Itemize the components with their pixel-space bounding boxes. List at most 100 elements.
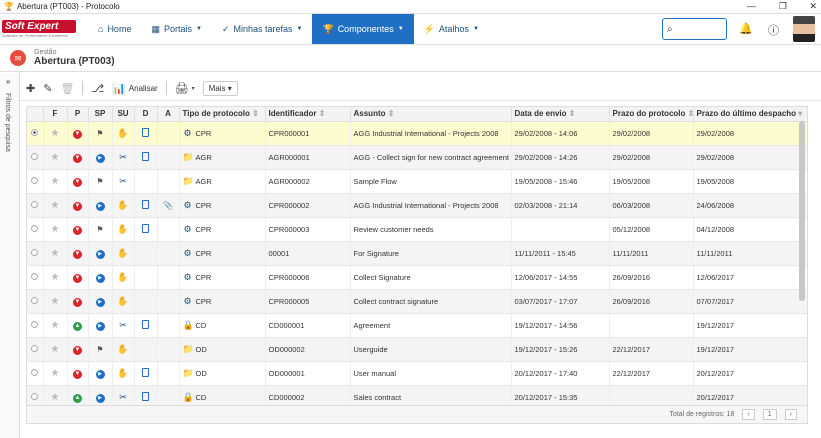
table-row[interactable]: ★ ▼ ⚑ ✋ 📁 OD OD000002 Userguide 19/12/2017 - 15:… — [27, 337, 807, 362]
row-radio[interactable] — [31, 392, 39, 400]
page-prev[interactable]: ‹ — [742, 409, 755, 420]
select-cell[interactable] — [27, 241, 44, 266]
document-icon[interactable] — [142, 223, 149, 233]
nav-portais[interactable]: ▦ Portais ▼ — [141, 14, 211, 44]
column-header[interactable]: D — [134, 107, 158, 122]
row-radio[interactable] — [31, 272, 39, 280]
more-button[interactable]: Mais ▾ — [202, 80, 238, 96]
page-number[interactable]: 1 — [762, 409, 777, 420]
star-icon[interactable]: ★ — [50, 343, 60, 355]
row-radio[interactable] — [31, 368, 39, 376]
column-header[interactable]: A — [157, 107, 180, 122]
favorite-cell[interactable]: ★ — [43, 313, 68, 338]
star-icon[interactable]: ★ — [50, 271, 60, 283]
page-next[interactable]: › — [784, 409, 797, 420]
table-row[interactable]: ★ ▼ ⚑ ✋ ⚙ CPR CPR000003 Review customer needs 05… — [27, 217, 807, 242]
select-cell[interactable] — [27, 313, 44, 338]
favorite-cell[interactable]: ★ — [43, 169, 68, 194]
document-cell[interactable] — [134, 145, 158, 170]
star-icon[interactable]: ★ — [50, 391, 60, 403]
bell-icon[interactable]: 🔔 — [739, 23, 753, 35]
table-row[interactable]: ★ ▲ ▶ ✂ 🔒 CD CD000001 Agreement 19/12/2017 - 14:… — [27, 313, 807, 338]
column-header[interactable]: Identificador ⇕ — [265, 107, 351, 122]
vertical-scrollbar[interactable] — [799, 121, 805, 301]
select-cell[interactable] — [27, 361, 44, 386]
favorite-cell[interactable]: ★ — [43, 265, 68, 290]
logo[interactable]: Soft Expert Software for Performance Exc… — [0, 14, 80, 44]
analyze-button[interactable]: 📊 Analisar — [112, 82, 158, 95]
favorite-cell[interactable]: ★ — [43, 385, 68, 405]
edit-button[interactable]: ✎ — [43, 82, 53, 95]
document-icon[interactable] — [142, 367, 149, 377]
breadcrumb[interactable]: Gestão — [34, 49, 57, 56]
star-icon[interactable]: ★ — [50, 223, 60, 235]
column-header[interactable]: Data de envio ⇕ — [511, 107, 610, 122]
select-cell[interactable] — [27, 265, 44, 290]
print-button[interactable]: 🖨 ▾ — [174, 82, 195, 95]
row-radio[interactable] — [31, 176, 39, 184]
column-header[interactable]: Tipo de protocolo ⇕ — [179, 107, 266, 122]
favorite-cell[interactable]: ★ — [43, 241, 68, 266]
table-row[interactable]: ★ ▼ ▶ ✋ ⚙ CPR CPR000006 Collect Signature 12/06/… — [27, 265, 807, 290]
row-radio[interactable] — [31, 200, 39, 208]
select-cell[interactable] — [27, 337, 44, 362]
favorite-cell[interactable]: ★ — [43, 289, 68, 314]
help-icon[interactable]: ⓘ — [768, 25, 779, 37]
attachment-icon[interactable]: 📎 — [163, 200, 173, 210]
row-radio[interactable] — [31, 296, 39, 304]
nav-home[interactable]: ⌂ Home — [88, 14, 141, 44]
star-icon[interactable]: ★ — [50, 319, 60, 331]
workflow-button[interactable]: ⎇ — [91, 82, 105, 95]
select-cell[interactable] — [27, 385, 44, 405]
document-cell[interactable] — [134, 217, 158, 242]
add-button[interactable]: ✚ — [26, 82, 36, 95]
document-cell[interactable] — [134, 361, 158, 386]
column-header[interactable]: Prazo do último despacho ▾ — [693, 107, 807, 122]
column-header[interactable]: SP — [88, 107, 113, 122]
column-header[interactable]: Prazo do protocolo ⇕ — [609, 107, 694, 122]
table-row[interactable]: ★ ▼ ▶ ✋ ⚙ CPR CPR000005 Collect contract signat… — [27, 289, 807, 314]
star-icon[interactable]: ★ — [50, 247, 60, 259]
document-icon[interactable] — [142, 199, 149, 209]
select-cell[interactable] — [27, 217, 44, 242]
column-header[interactable]: P — [67, 107, 89, 122]
nav-componentes[interactable]: 🏆 Componentes ▼ — [312, 14, 414, 44]
minimize-button[interactable]: — — [747, 1, 756, 11]
table-row[interactable]: ★ ▲ ▶ ✂ 🔒 CD CD000002 Sales contract 20/12/2017 … — [27, 385, 807, 405]
filter-sidebar[interactable]: » Filtros de pesquisa — [0, 73, 20, 438]
document-icon[interactable] — [142, 391, 149, 401]
document-icon[interactable] — [142, 127, 149, 137]
document-cell[interactable] — [134, 385, 158, 405]
search-input[interactable]: ⌕ — [662, 18, 727, 40]
row-radio[interactable] — [31, 152, 39, 160]
delete-button[interactable]: 🗑 — [60, 82, 75, 95]
document-icon[interactable] — [142, 151, 149, 161]
star-icon[interactable]: ★ — [50, 367, 60, 379]
row-radio[interactable] — [31, 128, 39, 136]
avatar[interactable] — [793, 16, 815, 42]
table-row[interactable]: ★ ▼ ▶ ✋ 📎 ⚙ CPR CPR000002 AGG Industrial Interna… — [27, 193, 807, 218]
row-radio[interactable] — [31, 344, 39, 352]
select-cell[interactable] — [27, 169, 44, 194]
restore-button[interactable]: ❐ — [778, 1, 787, 11]
star-icon[interactable]: ★ — [50, 127, 60, 139]
favorite-cell[interactable]: ★ — [43, 145, 68, 170]
document-cell[interactable] — [134, 313, 158, 338]
table-row[interactable]: ★ ▼ ▶ ✋ 📁 OD OD000001 User manual 20/12/2017 - 1… — [27, 361, 807, 386]
star-icon[interactable]: ★ — [50, 199, 60, 211]
column-header[interactable]: SU — [112, 107, 135, 122]
table-row[interactable]: ★ ▼ ⚑ ✋ ⚙ CPR CPR000001 AGG Industrial Internat… — [27, 121, 807, 146]
column-header[interactable]: F — [43, 107, 68, 122]
favorite-cell[interactable]: ★ — [43, 337, 68, 362]
attachment-cell[interactable]: 📎 — [157, 193, 180, 218]
star-icon[interactable]: ★ — [50, 295, 60, 307]
select-cell[interactable] — [27, 289, 44, 314]
favorite-cell[interactable]: ★ — [43, 121, 68, 146]
star-icon[interactable]: ★ — [50, 151, 60, 163]
favorite-cell[interactable]: ★ — [43, 217, 68, 242]
table-row[interactable]: ★ ▼ ⚑ ✂ 📁 AGR AGR000002 Sample Flow 19/05/2008 -… — [27, 169, 807, 194]
column-header[interactable]: Assunto ⇕ — [350, 107, 512, 122]
nav-minhas-tarefas[interactable]: ✓ Minhas tarefas ▼ — [212, 14, 313, 44]
document-icon[interactable] — [142, 319, 149, 329]
document-cell[interactable] — [134, 193, 158, 218]
